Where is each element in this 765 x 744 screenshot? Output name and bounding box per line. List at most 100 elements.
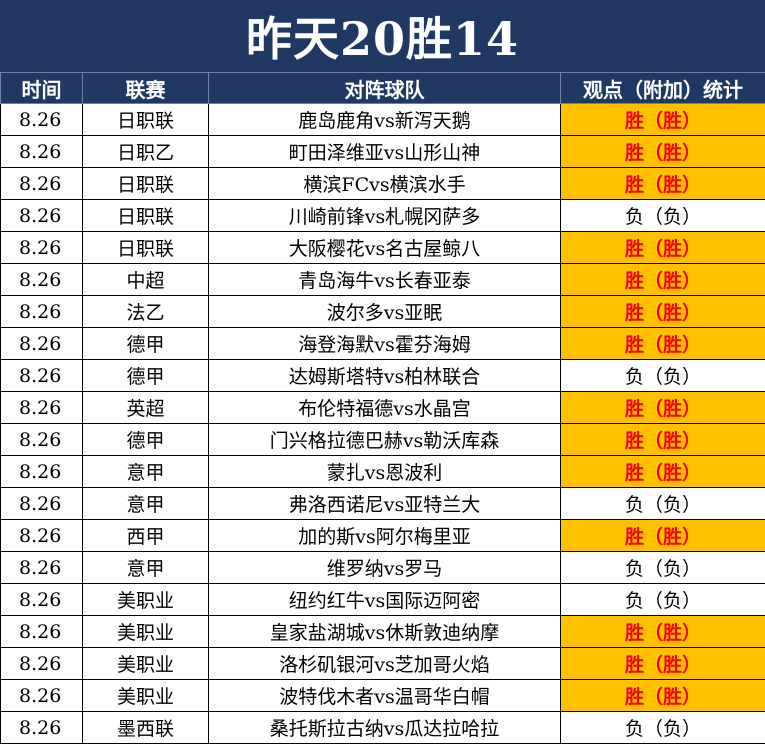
time-cell: 8.26: [1, 360, 83, 392]
league-cell: 中超: [83, 264, 209, 296]
time-cell: 8.26: [1, 392, 83, 424]
stat-cell: 胜（胜）: [561, 264, 765, 296]
match-cell: 鹿岛鹿角vs新泻天鹅: [209, 104, 561, 136]
stat-cell: 胜（胜）: [561, 104, 765, 136]
match-cell: 布伦特福德vs水晶宫: [209, 392, 561, 424]
match-cell: 波尔多vs亚眠: [209, 296, 561, 328]
page-title: 昨天20胜14: [0, 0, 765, 72]
time-cell: 8.26: [1, 616, 83, 648]
league-cell: 日职联: [83, 104, 209, 136]
league-cell: 意甲: [83, 488, 209, 520]
league-cell: 日职联: [83, 200, 209, 232]
stat-cell: 胜（胜）: [561, 424, 765, 456]
stat-cell: 胜（胜）: [561, 296, 765, 328]
time-cell: 8.26: [1, 520, 83, 552]
header-league: 联赛: [83, 73, 209, 104]
match-cell: 川崎前锋vs札幌冈萨多: [209, 200, 561, 232]
time-cell: 8.26: [1, 424, 83, 456]
match-cell: 洛杉矶银河vs芝加哥火焰: [209, 648, 561, 680]
header-row: 时间 联赛 对阵球队 观点（附加）统计: [1, 73, 765, 104]
stat-cell: 胜（胜）: [561, 392, 765, 424]
league-cell: 美职业: [83, 584, 209, 616]
time-cell: 8.26: [1, 232, 83, 264]
time-cell: 8.26: [1, 136, 83, 168]
league-cell: 英超: [83, 392, 209, 424]
match-cell: 达姆斯塔特vs柏林联合: [209, 360, 561, 392]
time-cell: 8.26: [1, 168, 83, 200]
stat-cell: 胜（胜）: [561, 456, 765, 488]
match-cell: 皇家盐湖城vs休斯敦迪纳摩: [209, 616, 561, 648]
stat-cell: 胜（胜）: [561, 616, 765, 648]
league-cell: 法乙: [83, 296, 209, 328]
league-cell: 意甲: [83, 552, 209, 584]
match-cell: 青岛海牛vs长春亚泰: [209, 264, 561, 296]
match-cell: 波特伐木者vs温哥华白帽: [209, 680, 561, 712]
league-cell: 墨西联: [83, 712, 209, 744]
time-cell: 8.26: [1, 488, 83, 520]
time-cell: 8.26: [1, 680, 83, 712]
match-cell: 门兴格拉德巴赫vs勒沃库森: [209, 424, 561, 456]
header-stat: 观点（附加）统计: [561, 73, 765, 104]
league-cell: 德甲: [83, 360, 209, 392]
stat-cell: 负（负）: [561, 360, 765, 392]
league-cell: 日职联: [83, 232, 209, 264]
match-cell: 蒙扎vs恩波利: [209, 456, 561, 488]
stat-cell: 胜（胜）: [561, 680, 765, 712]
league-cell: 日职联: [83, 168, 209, 200]
league-cell: 美职业: [83, 680, 209, 712]
table-header: 时间 联赛 对阵球队 观点（附加）统计: [1, 73, 765, 104]
match-cell: 横滨FCvs横滨水手: [209, 168, 561, 200]
time-cell: 8.26: [1, 296, 83, 328]
league-cell: 德甲: [83, 424, 209, 456]
stat-cell: 负（负）: [561, 552, 765, 584]
time-cell: 8.26: [1, 328, 83, 360]
stat-cell: 负（负）: [561, 712, 765, 744]
time-cell: 8.26: [1, 264, 83, 296]
time-cell: 8.26: [1, 712, 83, 744]
time-cell: 8.26: [1, 104, 83, 136]
time-cell: 8.26: [1, 648, 83, 680]
stat-cell: 胜（胜）: [561, 136, 765, 168]
header-time: 时间: [1, 73, 83, 104]
league-cell: 德甲: [83, 328, 209, 360]
match-cell: 纽约红牛vs国际迈阿密: [209, 584, 561, 616]
time-cell: 8.26: [1, 456, 83, 488]
match-cell: 弗洛西诺尼vs亚特兰大: [209, 488, 561, 520]
stat-cell: 负（负）: [561, 584, 765, 616]
stat-cell: 胜（胜）: [561, 168, 765, 200]
match-cell: 桑托斯拉古纳vs瓜达拉哈拉: [209, 712, 561, 744]
match-cell: 大阪樱花vs名古屋鲸八: [209, 232, 561, 264]
stat-cell: 胜（胜）: [561, 232, 765, 264]
match-cell: 海登海默vs霍芬海姆: [209, 328, 561, 360]
stat-cell: 胜（胜）: [561, 520, 765, 552]
time-cell: 8.26: [1, 552, 83, 584]
league-cell: 西甲: [83, 520, 209, 552]
match-cell: 加的斯vs阿尔梅里亚: [209, 520, 561, 552]
stat-cell: 胜（胜）: [561, 648, 765, 680]
stat-cell: 负（负）: [561, 488, 765, 520]
match-cell: 维罗纳vs罗马: [209, 552, 561, 584]
match-cell: 町田泽维亚vs山形山神: [209, 136, 561, 168]
league-cell: 意甲: [83, 456, 209, 488]
league-cell: 美职业: [83, 648, 209, 680]
